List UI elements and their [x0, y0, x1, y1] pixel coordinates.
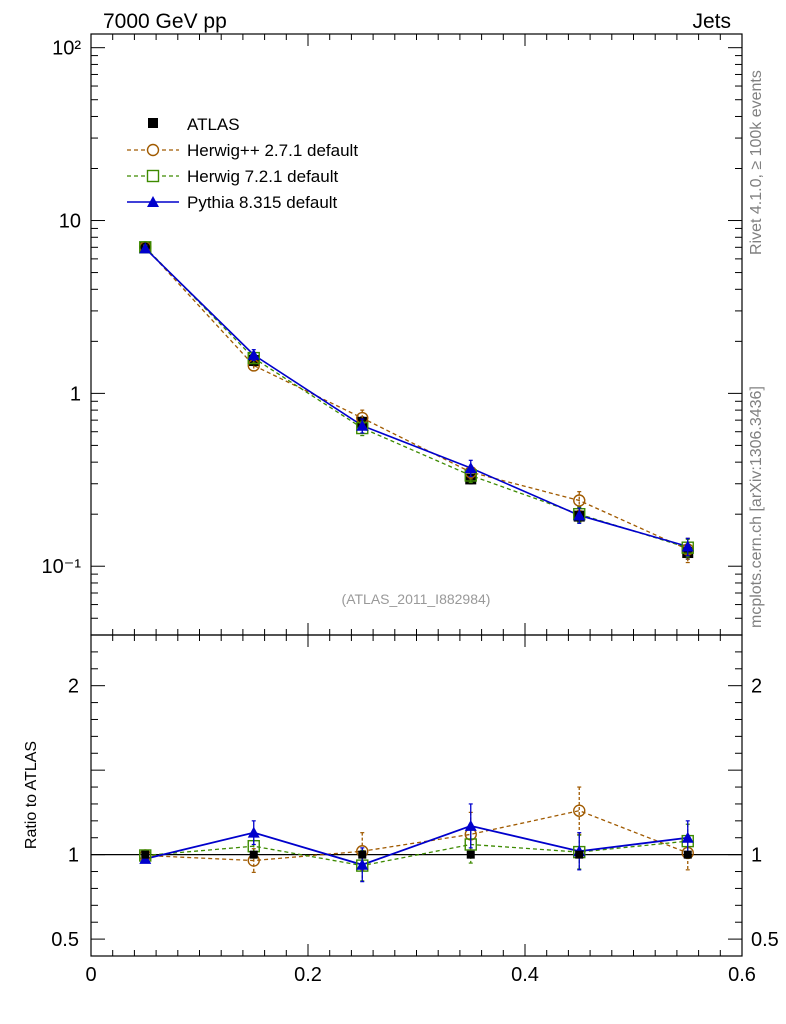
ratio-y-tick-label-right: 0.5 [751, 929, 779, 951]
legend-label-herwigpp: Herwig++ 2.7.1 default [187, 141, 358, 160]
ratio-point-pythia [247, 826, 260, 838]
data-point-pythia [139, 242, 152, 254]
ratio-point-herwigpp [573, 804, 586, 817]
legend-label-atlas: ATLAS [187, 115, 240, 134]
legend-label-herwig7: Herwig 7.2.1 default [187, 167, 338, 186]
collision-energy-title: 7000 GeV pp [103, 10, 227, 33]
x-tick-label: 0.4 [511, 964, 539, 986]
ratio-axis-label: Ratio to ATLAS [23, 741, 40, 849]
legend-marker-atlas [148, 118, 158, 128]
ratio-point-atlas [249, 850, 258, 859]
ratio-y-tick-label: 2 [68, 676, 79, 698]
y-tick-label: 10² [52, 38, 81, 60]
legend-entry-herwigpp: Herwig++ 2.7.1 default [127, 141, 358, 160]
legend-label-pythia: Pythia 8.315 default [187, 193, 338, 212]
data-point-herwigpp [573, 494, 586, 507]
ratio-line-herwigpp [145, 810, 688, 862]
legend-marker-herwigpp [146, 143, 160, 157]
ratio-y-tick-label-right: 2 [751, 676, 762, 698]
ratio-y-tick-label: 1 [68, 845, 79, 867]
rivet-version-label: Rivet 4.1.0, ≥ 100k events [748, 70, 765, 255]
data-point-pythia [356, 419, 369, 431]
ratio-point-pythia [681, 831, 694, 843]
tick-labels: 0 0.2 0.4 0.6 10⁻¹ 1 10 10² 0.5 0.5 1 1 2 2 [42, 38, 779, 986]
ratio-point-atlas [358, 850, 367, 859]
ratio-point-pythia [356, 858, 369, 870]
ratio-point-atlas [683, 850, 692, 859]
legend-entry-atlas: ATLAS [148, 115, 240, 134]
data-point-pythia [681, 540, 694, 552]
y-tick-label: 10⁻¹ [42, 556, 82, 578]
ratio-line-herwig7 [145, 840, 688, 867]
axis-ticks [90, 34, 743, 956]
ratio-point-pythia [464, 819, 477, 831]
ratio-y-tick-label-right: 1 [751, 845, 762, 867]
y-tick-label: 10 [59, 211, 81, 233]
analysis-id-label: (ATLAS_2011_I882984) [342, 591, 491, 607]
ratio-point-atlas [575, 850, 584, 859]
y-tick-label: 1 [70, 383, 81, 405]
mcplots-reference-label: mcplots.cern.ch [arXiv:1306.3436] [748, 386, 765, 628]
data-point-pythia [464, 462, 477, 474]
legend-entry-herwig7: Herwig 7.2.1 default [127, 167, 338, 186]
ratio-point-atlas [466, 850, 475, 859]
x-tick-label: 0 [85, 964, 96, 986]
ratio-y-tick-label: 0.5 [51, 929, 79, 951]
ratio-point-atlas [141, 850, 150, 859]
legend-entry-pythia: Pythia 8.315 default [127, 193, 338, 212]
legend-marker-pythia [147, 196, 159, 207]
series-curves [91, 246, 742, 867]
series-markers [139, 241, 694, 883]
legend: ATLAS Herwig++ 2.7.1 default Herwig 7.2.… [127, 115, 358, 212]
legend-marker-herwig7 [146, 169, 160, 183]
data-point-pythia [573, 509, 586, 521]
observable-title: Jets [692, 10, 731, 33]
ratio-line-pythia [145, 824, 688, 866]
series-line-herwig7 [144, 246, 688, 549]
series-line-herwigpp [144, 246, 689, 551]
x-tick-label: 0.6 [728, 964, 756, 986]
x-tick-label: 0.2 [294, 964, 322, 986]
data-point-pythia [247, 348, 260, 360]
series-line-pythia [144, 247, 688, 548]
